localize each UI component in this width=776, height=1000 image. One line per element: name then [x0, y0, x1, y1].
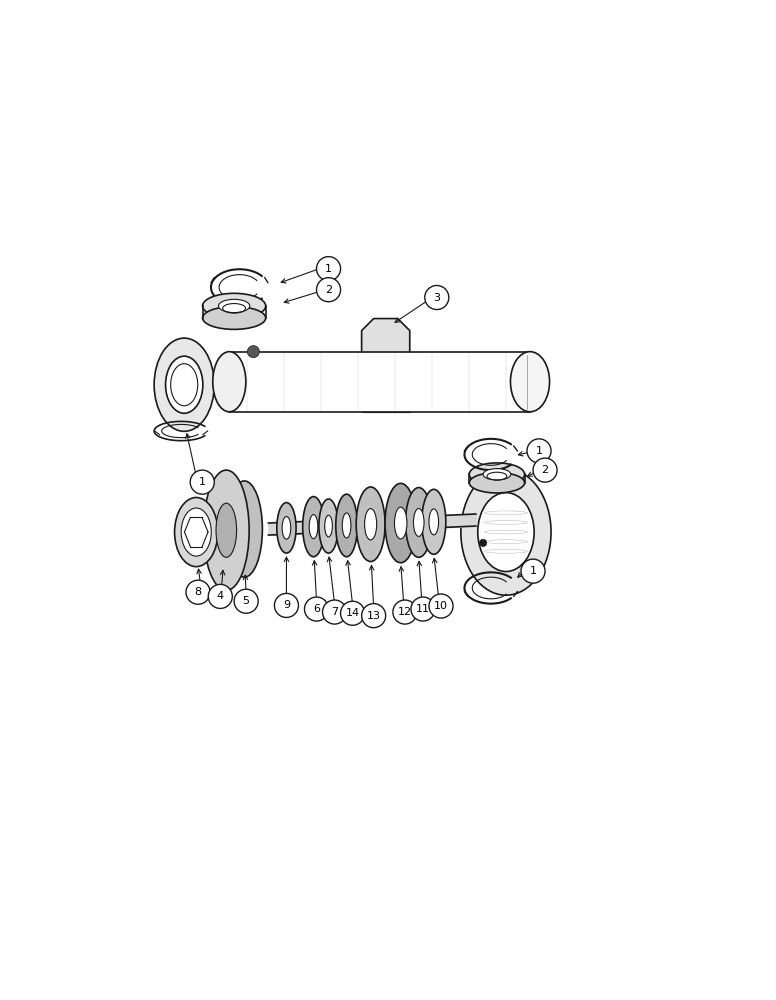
Ellipse shape: [511, 352, 549, 412]
Circle shape: [317, 278, 341, 302]
Ellipse shape: [213, 352, 246, 412]
Ellipse shape: [336, 494, 358, 557]
Text: 2: 2: [542, 465, 549, 475]
Ellipse shape: [461, 469, 551, 595]
Polygon shape: [362, 319, 410, 352]
Circle shape: [393, 600, 417, 624]
Ellipse shape: [181, 508, 211, 556]
Ellipse shape: [309, 515, 318, 539]
Ellipse shape: [469, 463, 525, 486]
Circle shape: [234, 589, 258, 613]
Ellipse shape: [216, 503, 237, 557]
Ellipse shape: [277, 503, 296, 553]
Ellipse shape: [478, 493, 534, 572]
Circle shape: [521, 559, 545, 583]
Text: 14: 14: [345, 608, 359, 618]
Text: 8: 8: [195, 587, 202, 597]
Ellipse shape: [203, 293, 265, 319]
Circle shape: [186, 580, 210, 604]
Circle shape: [362, 604, 386, 628]
Text: 13: 13: [366, 611, 381, 621]
Circle shape: [341, 601, 365, 625]
Ellipse shape: [154, 338, 214, 431]
Ellipse shape: [303, 497, 324, 557]
Ellipse shape: [324, 515, 332, 537]
Circle shape: [208, 584, 232, 608]
Circle shape: [480, 539, 487, 546]
Ellipse shape: [319, 499, 338, 553]
Ellipse shape: [421, 489, 445, 554]
Text: 9: 9: [283, 600, 290, 610]
Circle shape: [527, 439, 551, 463]
Text: 1: 1: [529, 566, 536, 576]
Ellipse shape: [165, 356, 203, 413]
Circle shape: [190, 470, 214, 494]
Ellipse shape: [406, 488, 432, 557]
Text: 6: 6: [313, 604, 320, 614]
Circle shape: [248, 346, 259, 358]
Text: 1: 1: [325, 264, 332, 274]
Text: 3: 3: [433, 293, 440, 303]
Text: 12: 12: [398, 607, 412, 617]
Text: 4: 4: [217, 591, 223, 601]
Circle shape: [533, 458, 557, 482]
Text: 11: 11: [416, 604, 430, 614]
Circle shape: [317, 257, 341, 281]
Circle shape: [424, 285, 449, 310]
Circle shape: [429, 594, 453, 618]
Ellipse shape: [394, 507, 407, 539]
Ellipse shape: [282, 516, 291, 539]
Ellipse shape: [365, 509, 376, 540]
Circle shape: [323, 600, 347, 624]
Ellipse shape: [469, 473, 525, 493]
Text: 10: 10: [434, 601, 448, 611]
Circle shape: [275, 593, 299, 617]
Ellipse shape: [356, 487, 385, 562]
Ellipse shape: [227, 481, 262, 577]
Ellipse shape: [175, 497, 218, 567]
Text: 1: 1: [199, 477, 206, 487]
Ellipse shape: [414, 508, 424, 536]
Text: 2: 2: [325, 285, 332, 295]
Ellipse shape: [429, 509, 438, 535]
Circle shape: [411, 597, 435, 621]
Text: 1: 1: [535, 446, 542, 456]
Ellipse shape: [385, 483, 417, 563]
Ellipse shape: [219, 299, 250, 313]
Text: 5: 5: [243, 596, 250, 606]
Ellipse shape: [203, 470, 249, 590]
Ellipse shape: [342, 513, 351, 538]
Text: 7: 7: [331, 607, 338, 617]
Ellipse shape: [483, 469, 511, 480]
Ellipse shape: [203, 307, 265, 329]
Circle shape: [304, 597, 328, 621]
